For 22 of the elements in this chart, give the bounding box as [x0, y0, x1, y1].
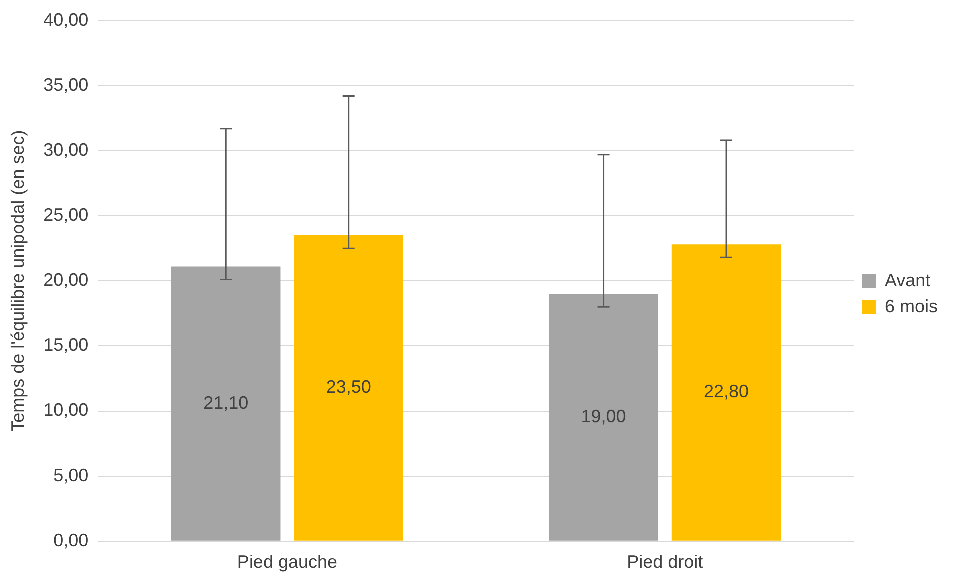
- x-tick-label: Pied droit: [627, 552, 704, 572]
- y-tick-label: 15,00: [44, 335, 89, 356]
- y-axis-title: Temps de l'équilibre unipodal (en sec): [8, 130, 28, 432]
- y-tick-label: 0,00: [54, 530, 89, 550]
- y-tick-label: 5,00: [54, 465, 89, 486]
- legend-label: 6 mois: [884, 296, 938, 316]
- y-tick-label: 30,00: [44, 140, 89, 160]
- data-label: 21,10: [204, 392, 249, 413]
- data-label: 23,50: [326, 377, 372, 398]
- bar: [171, 266, 281, 541]
- bar: [549, 294, 658, 541]
- y-tick-label: 40,00: [44, 10, 89, 30]
- data-label: 19,00: [581, 406, 626, 426]
- x-tick-label: Pied gauche: [237, 552, 338, 572]
- y-tick-label: 20,00: [44, 270, 89, 290]
- y-tick-label: 25,00: [44, 204, 89, 225]
- y-tick-label: 10,00: [44, 400, 89, 420]
- bar: [294, 236, 404, 541]
- data-label: 22,80: [704, 382, 750, 402]
- y-tick-label: 35,00: [44, 74, 89, 95]
- legend-label: Avant: [884, 270, 931, 290]
- bar: [672, 244, 782, 541]
